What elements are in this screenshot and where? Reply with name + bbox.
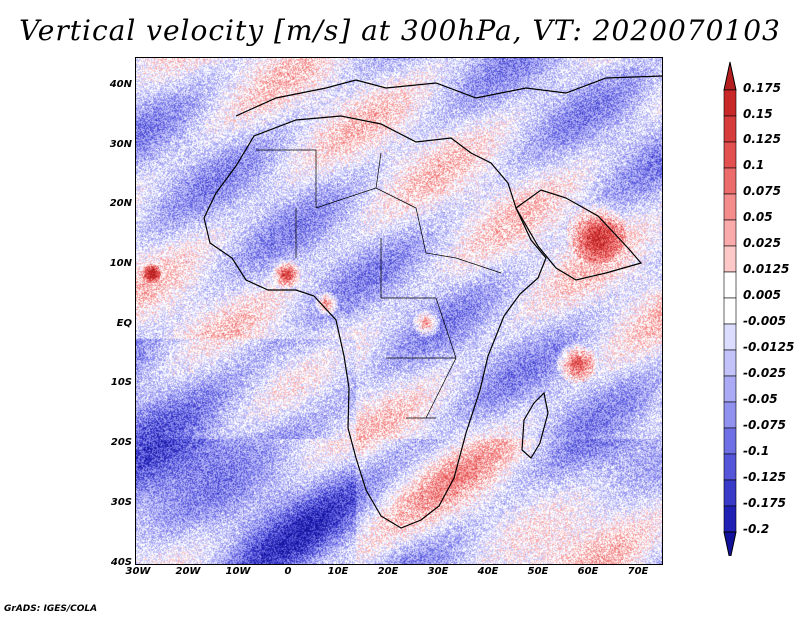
- colorbar-swatch: [723, 505, 737, 533]
- colorbar-swatch: [723, 141, 737, 169]
- lon-label-40e: 40E: [477, 566, 499, 577]
- colorbar-swatch: [723, 453, 737, 481]
- colorbar-label-4: 0.075: [743, 184, 781, 198]
- lat-label-10n: 10N: [109, 258, 132, 269]
- lat-label-40s: 40S: [110, 557, 132, 568]
- colorbar-label-14: -0.1: [743, 444, 770, 458]
- colorbar-label-9: -0.005: [743, 314, 786, 328]
- colorbar-label-17: -0.2: [743, 522, 770, 536]
- grads-credit: GrADS: IGES/COLA: [4, 604, 98, 614]
- colorbar-label-11: -0.025: [743, 366, 786, 380]
- lon-label-70e: 70E: [627, 566, 649, 577]
- colorbar-swatch: [723, 323, 737, 351]
- colorbar-swatch: [723, 479, 737, 507]
- lat-label-20s: 20S: [110, 437, 132, 448]
- africa-coastline: [203, 115, 547, 529]
- country-borders: [256, 149, 502, 419]
- colorbar-swatch: [723, 219, 737, 247]
- lat-label-eq: EQ: [116, 318, 132, 329]
- lat-label-40n: 40N: [109, 79, 132, 90]
- colorbar-label-15: -0.125: [743, 470, 786, 484]
- colorbar-bottom-arrow: [723, 531, 737, 556]
- colorbar-swatch: [723, 349, 737, 377]
- lat-label-10s: 10S: [110, 377, 132, 388]
- mediterranean-north-coast: [235, 75, 662, 117]
- lon-label-60e: 60E: [577, 566, 599, 577]
- lon-label-10w: 10W: [225, 566, 251, 577]
- colorbar-swatch: [723, 427, 737, 455]
- colorbar-label-8: 0.005: [743, 288, 781, 302]
- plot-title: Vertical velocity [m/s] at 300hPa, VT: 2…: [19, 14, 781, 47]
- colorbar-label-7: 0.0125: [743, 262, 790, 276]
- colorbar-label-0: 0.175: [743, 81, 781, 95]
- arabia-coastline: [515, 189, 643, 281]
- colorbar-swatch: [723, 271, 737, 299]
- lon-label-50e: 50E: [527, 566, 549, 577]
- lon-label-20e: 20E: [377, 566, 399, 577]
- madagascar-coastline: [521, 391, 549, 459]
- colorbar-swatch: [723, 401, 737, 429]
- colorbar-label-5: 0.05: [743, 210, 773, 224]
- lon-label-20w: 20W: [175, 566, 201, 577]
- colorbar-swatch: [723, 89, 737, 117]
- lon-label-10e: 10E: [327, 566, 349, 577]
- lat-label-20n: 20N: [109, 198, 132, 209]
- colorbar-label-2: 0.125: [743, 132, 781, 146]
- colorbar-label-10: -0.0125: [743, 340, 795, 354]
- lat-label-30s: 30S: [110, 497, 132, 508]
- map-plot-area: [135, 57, 663, 565]
- colorbar-label-13: -0.075: [743, 418, 786, 432]
- lon-label-30e: 30E: [427, 566, 449, 577]
- colorbar-top-arrow: [723, 61, 737, 91]
- colorbar-label-3: 0.1: [743, 158, 765, 172]
- lon-label-0: 0: [284, 566, 292, 577]
- colorbar-label-12: -0.05: [743, 392, 778, 406]
- lon-label-30w: 30W: [125, 566, 151, 577]
- colorbar-label-6: 0.025: [743, 236, 781, 250]
- colorbar-swatch: [723, 115, 737, 143]
- coastline-boundaries: [203, 75, 662, 529]
- colorbar-swatch: [723, 245, 737, 273]
- colorbar-swatch: [723, 193, 737, 221]
- colorbar-swatch: [723, 375, 737, 403]
- colorbar-swatch: [723, 297, 737, 325]
- colorbar-swatch: [723, 167, 737, 195]
- lat-label-30n: 30N: [109, 139, 132, 150]
- colorbar: [723, 61, 737, 556]
- vertical-velocity-field: [136, 58, 662, 564]
- colorbar-label-1: 0.15: [743, 107, 773, 121]
- colorbar-label-16: -0.175: [743, 496, 786, 510]
